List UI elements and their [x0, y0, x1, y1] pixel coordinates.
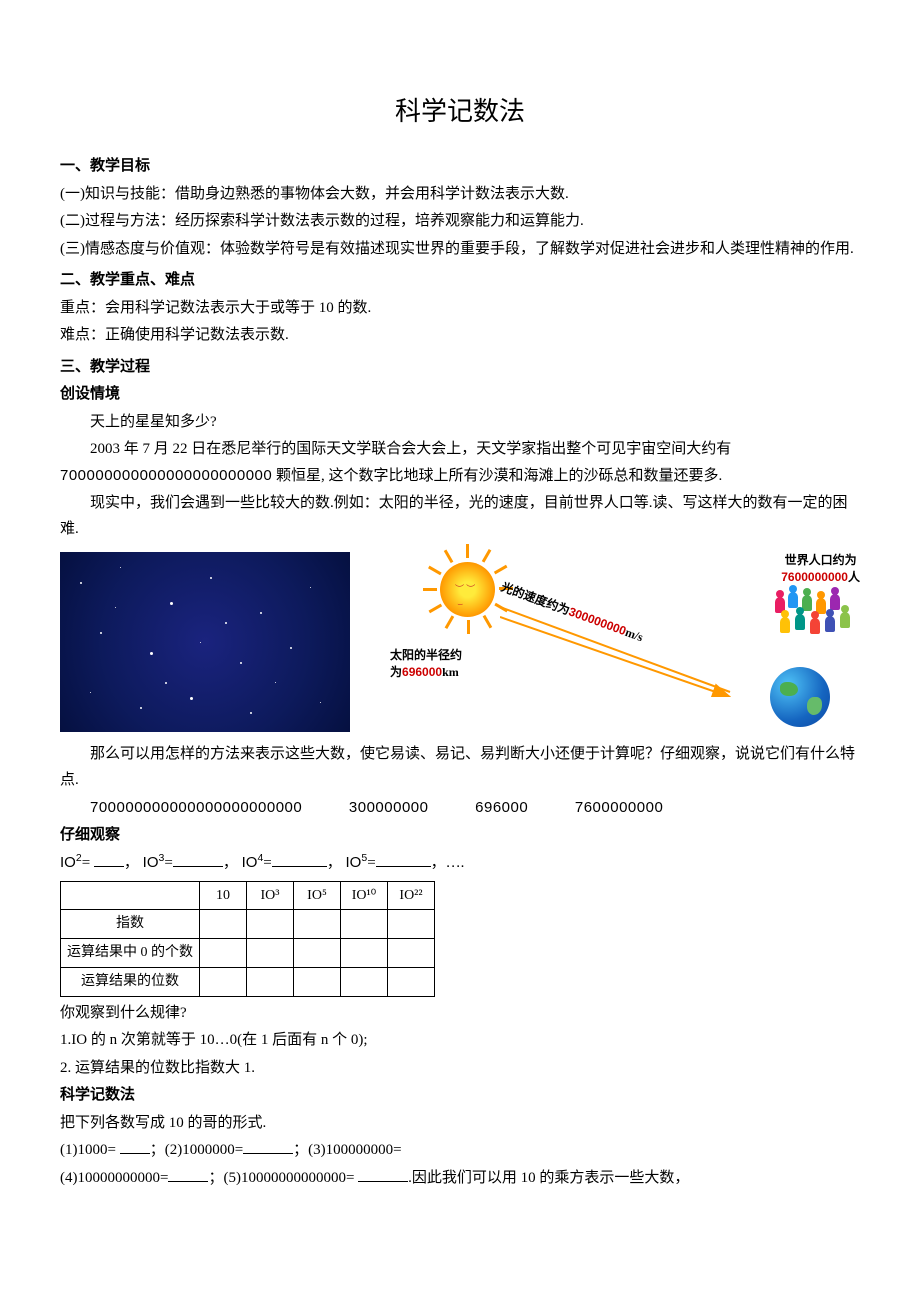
- table-row: 运算结果的位数: [61, 968, 435, 997]
- s1-item2: (二)过程与方法：经历探索科学计数法表示数的过程，培养观察能力和运算能力.: [60, 209, 860, 235]
- sci-c: ；(3)100000000=: [293, 1142, 401, 1158]
- section2-head: 二、教学重点、难点: [60, 268, 860, 294]
- s4-numbers: 700000000000000000000000 300000000 69600…: [60, 795, 860, 821]
- row3-head: 运算结果的位数: [61, 968, 200, 997]
- sci-line1: (1)1000= ；(2)1000000= ；(3)100000000=: [60, 1138, 860, 1164]
- sun-label-a: 太阳的半径约: [390, 648, 462, 662]
- light-unit: m/s: [623, 625, 645, 644]
- table-row: 指数: [61, 910, 435, 939]
- s3-p1b: 颗恒星, 这个数字比地球上所有沙漠和海滩上的沙砾总和数量还要多.: [272, 468, 722, 484]
- row2-head: 运算结果中 0 的个数: [61, 939, 200, 968]
- s3-p1a: 2003 年 7 月 22 日在悉尼举行的国际天文学联合会大会上，天文学家指出整…: [90, 441, 731, 457]
- observe-table: 10 IO³ IO⁵ IO¹⁰ IO²² 指数 运算结果中 0 的个数 运算结果…: [60, 881, 435, 997]
- pop-label: 世界人口约为 7600000000人: [781, 552, 860, 586]
- col-h3: IO⁵: [294, 881, 341, 910]
- pop-a: 世界人口约为: [785, 553, 857, 567]
- sci-intro: 把下列各数写成 10 的哥的形式.: [60, 1111, 860, 1137]
- sun-icon: ︶ ︶ ⌣: [440, 562, 495, 617]
- observe-r2: 2. 运算结果的位数比指数大 1.: [60, 1056, 860, 1082]
- table-row: 运算结果中 0 的个数: [61, 939, 435, 968]
- col-h5: IO²²: [388, 881, 435, 910]
- sci-tail: .因此我们可以用 10 的乘方表示一些大数，: [408, 1170, 689, 1186]
- pop-num: 7600000000: [781, 570, 848, 584]
- sci-a: (1)1000=: [60, 1142, 120, 1158]
- earth-icon: [770, 667, 830, 727]
- sci-line2: (4)10000000000= ；(5)10000000000000= .因此我们…: [60, 1166, 860, 1192]
- row1-head: 指数: [61, 910, 200, 939]
- sun-label: 太阳的半径约 为696000km: [390, 647, 462, 681]
- sci-e: ；(5)10000000000000=: [208, 1170, 358, 1186]
- col-h4: IO¹⁰: [341, 881, 388, 910]
- section3-head: 三、教学过程: [60, 355, 860, 381]
- col-h1: 10: [200, 881, 247, 910]
- sun-num: 696000: [402, 665, 442, 679]
- observe-r1: 1.IO 的 n 次第就等于 10…0(在 1 后面有 n 个 0);: [60, 1028, 860, 1054]
- s2-item1: 重点：会用科学记数法表示大于或等于 10 的数.: [60, 296, 860, 322]
- exp-4: 4: [257, 852, 263, 864]
- s1-item3: (三)情感态度与价值观：体验数学符号是有效描述现实世界的重要手段，了解数学对促进…: [60, 237, 860, 263]
- sun-label-b: 为: [390, 665, 402, 679]
- section1-head: 一、教学目标: [60, 154, 860, 180]
- sci-b: ；(2)1000000=: [150, 1142, 243, 1158]
- figure-row: ︶ ︶ ⌣ 光的速度约为300000000m/s 太阳的半径约 为696000k…: [60, 552, 860, 732]
- s3-p1-num: 700000000000000000000000: [60, 467, 272, 484]
- s3-question: 天上的星星知多少?: [60, 410, 860, 436]
- page-title: 科学记数法: [60, 90, 860, 134]
- s3-sub1: 创设情境: [60, 382, 860, 408]
- table-row: 10 IO³ IO⁵ IO¹⁰ IO²²: [61, 881, 435, 910]
- observe-q: 你观察到什么规律?: [60, 1001, 860, 1027]
- s4-para: 那么可以用怎样的方法来表示这些大数，使它易读、易记、易判断大小还便于计算呢？仔细…: [60, 742, 860, 793]
- sci-d: (4)10000000000=: [60, 1170, 168, 1186]
- s3-para1: 2003 年 7 月 22 日在悉尼举行的国际天文学联合会大会上，天文学家指出整…: [60, 437, 860, 489]
- col-h2: IO³: [247, 881, 294, 910]
- sun-unit: km: [442, 665, 459, 679]
- infographic: ︶ ︶ ⌣ 光的速度约为300000000m/s 太阳的半径约 为696000k…: [360, 552, 860, 732]
- observe-line: IO2= ， IO3=， IO4=， IO5=，….: [60, 850, 860, 877]
- stars-image: [60, 552, 350, 732]
- pop-b: 人: [848, 570, 860, 584]
- exp-2: 2: [76, 852, 82, 864]
- s2-item2: 难点：正确使用科学记数法表示数.: [60, 323, 860, 349]
- sci-head: 科学记数法: [60, 1083, 860, 1109]
- people-icon: [770, 592, 855, 647]
- s1-item1: (一)知识与技能：借助身边熟悉的事物体会大数，并会用科学计数法表示大数.: [60, 182, 860, 208]
- exp-3: 3: [159, 852, 165, 864]
- exp-5: 5: [361, 852, 367, 864]
- observe-head: 仔细观察: [60, 823, 860, 849]
- s3-para2: 现实中，我们会遇到一些比较大的数.例如：太阳的半径，光的速度，目前世界人口等.读…: [60, 491, 860, 542]
